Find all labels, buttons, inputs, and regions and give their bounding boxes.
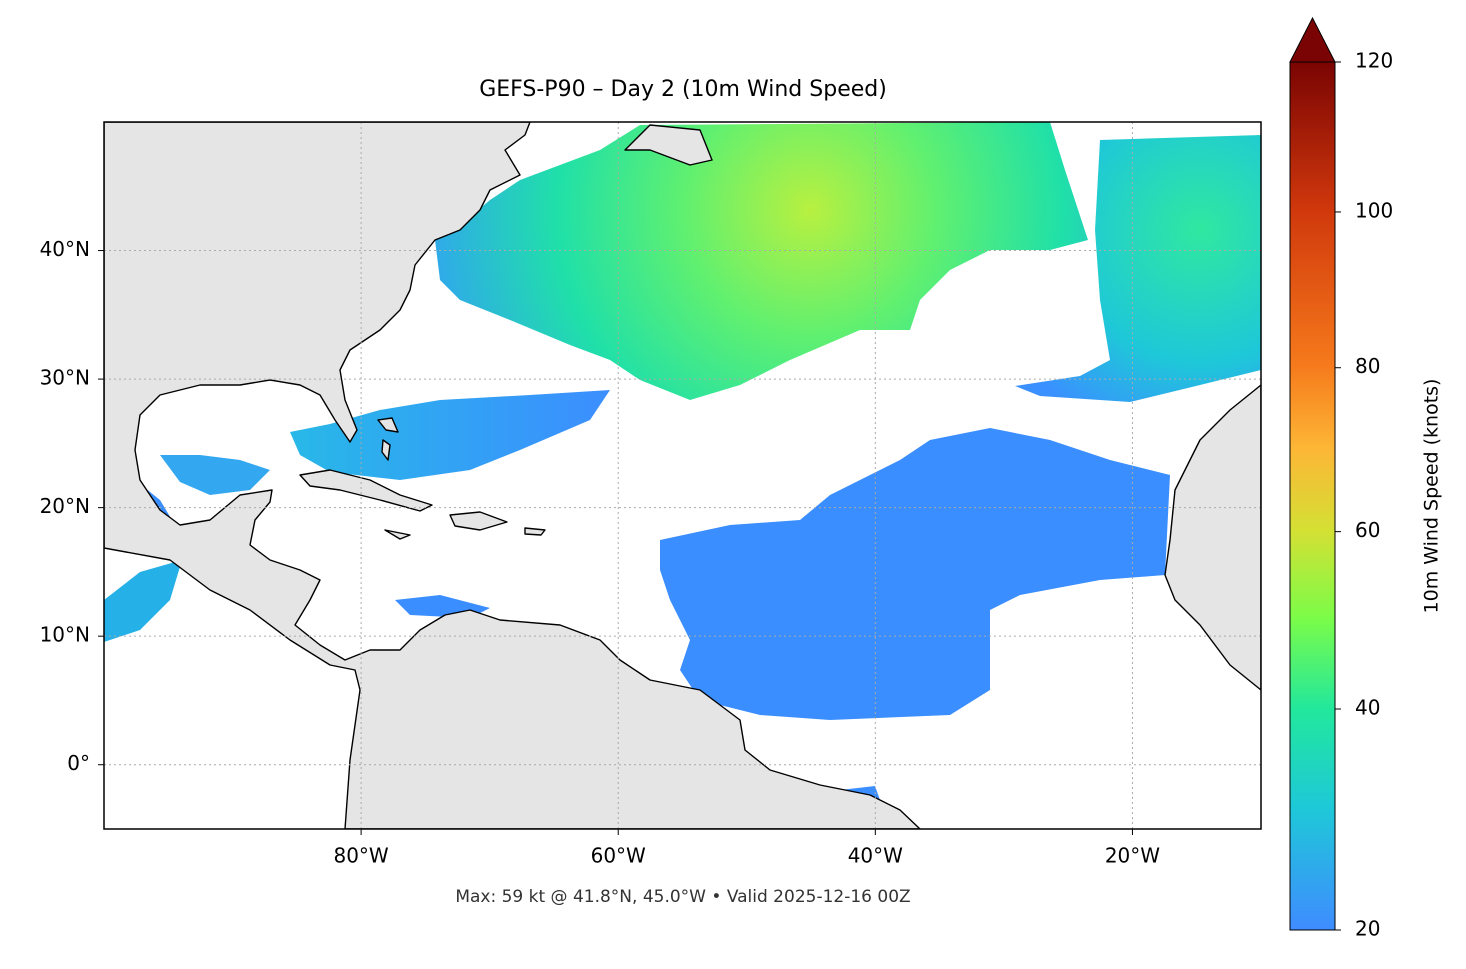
colorbar-tick-label: 40 (1355, 695, 1380, 719)
colorbar-tick-label: 60 (1355, 518, 1380, 542)
africa (1164, 384, 1261, 691)
wind-area (290, 390, 610, 480)
colorbar-label: 10m Wind Speed (knots) (1421, 379, 1443, 614)
colorbar-bar (1289, 61, 1336, 931)
y-tick-label: 0° (67, 751, 90, 775)
x-tick-label: 20°W (1105, 844, 1160, 868)
x-tick-label: 60°W (591, 844, 646, 868)
colorbar-tick-label: 20 (1355, 917, 1380, 941)
colorbar-tick-label: 120 (1355, 49, 1393, 73)
y-tick-label: 40°N (40, 237, 90, 261)
wind-area (1015, 135, 1261, 402)
map-area (104, 122, 1261, 829)
wind-area (435, 122, 1088, 400)
jamaica (384, 529, 411, 540)
hispaniola (449, 511, 508, 531)
x-tick-label: 40°W (848, 844, 903, 868)
colorbar-extend (1289, 16, 1336, 63)
land (104, 122, 1261, 829)
newfoundland (624, 124, 713, 166)
colorbar-ticks: 20 40 60 80 100 120 (1335, 49, 1393, 941)
axes: 80°W 60°W 40°W 20°W 0° 10°N 20°N 30°N 40°N (40, 237, 1161, 867)
x-tick-label: 80°W (333, 844, 388, 868)
map-frame (103, 121, 1262, 830)
colorbar: 20 40 60 80 100 120 10m Wind Speed (knots) (1289, 16, 1443, 941)
y-tick-label: 30°N (40, 366, 90, 390)
colorbar-tick-label: 80 (1355, 354, 1380, 378)
wind-area (160, 455, 270, 495)
colorbar-tick-label: 100 (1355, 198, 1393, 222)
wind-area (660, 428, 1170, 720)
map-title: GEFS-P90 – Day 2 (10m Wind Speed) (479, 77, 887, 102)
y-tick-label: 20°N (40, 494, 90, 518)
americas (104, 122, 921, 829)
wind-area (104, 560, 182, 642)
y-tick-label: 10°N (40, 623, 90, 647)
footer-note: Max: 59 kt @ 41.8°N, 45.0°W • Valid 2025… (455, 887, 910, 907)
puerto-rico (524, 527, 546, 536)
bahamas (377, 417, 399, 461)
wind-field (104, 122, 1261, 800)
